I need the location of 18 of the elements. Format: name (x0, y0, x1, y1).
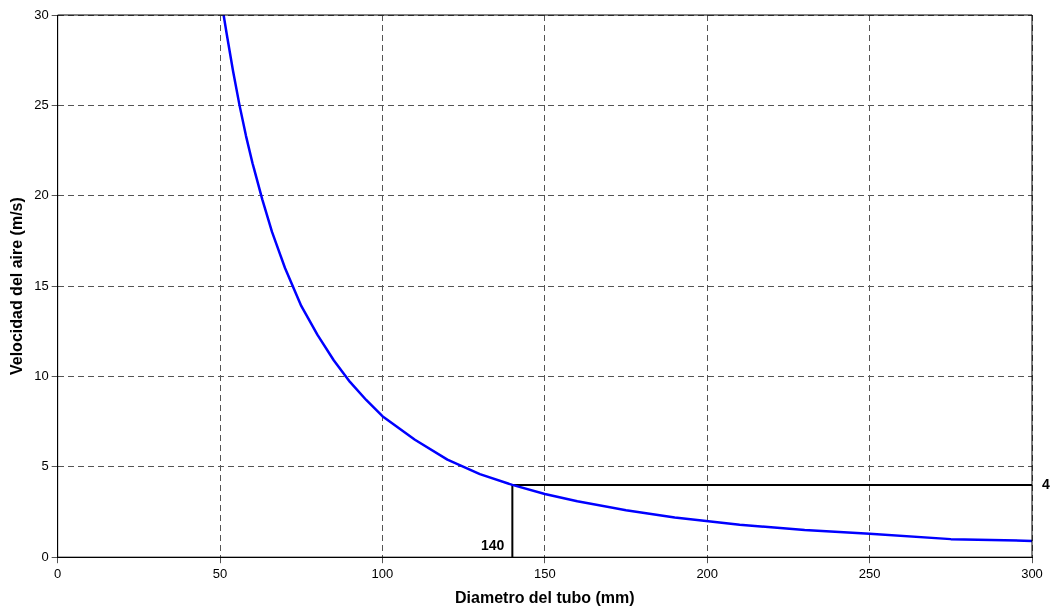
annotation: 4 (1042, 475, 1050, 492)
y-tick-label: 5 (41, 458, 49, 474)
x-axis-title: Diametro del tubo (mm) (455, 588, 635, 606)
y-tick-label: 25 (34, 96, 49, 112)
x-tick-label: 100 (371, 565, 394, 581)
y-axis-title: Velocidad del aire (m/s) (8, 197, 26, 376)
x-tick-label: 200 (696, 565, 719, 581)
x-tick-label: 50 (212, 565, 228, 581)
y-tick-label: 30 (34, 6, 49, 22)
y-tick-label: 10 (34, 368, 49, 384)
y-tick-label: 0 (41, 548, 49, 564)
y-tick-label: 20 (34, 187, 49, 203)
x-tick-label: 250 (858, 565, 881, 581)
annotation: 140 (480, 537, 505, 554)
y-tick-label: 15 (34, 277, 49, 293)
x-tick-label: 0 (54, 565, 62, 581)
x-tick-label: 150 (533, 565, 556, 581)
x-tick-label: 300 (1021, 565, 1043, 581)
